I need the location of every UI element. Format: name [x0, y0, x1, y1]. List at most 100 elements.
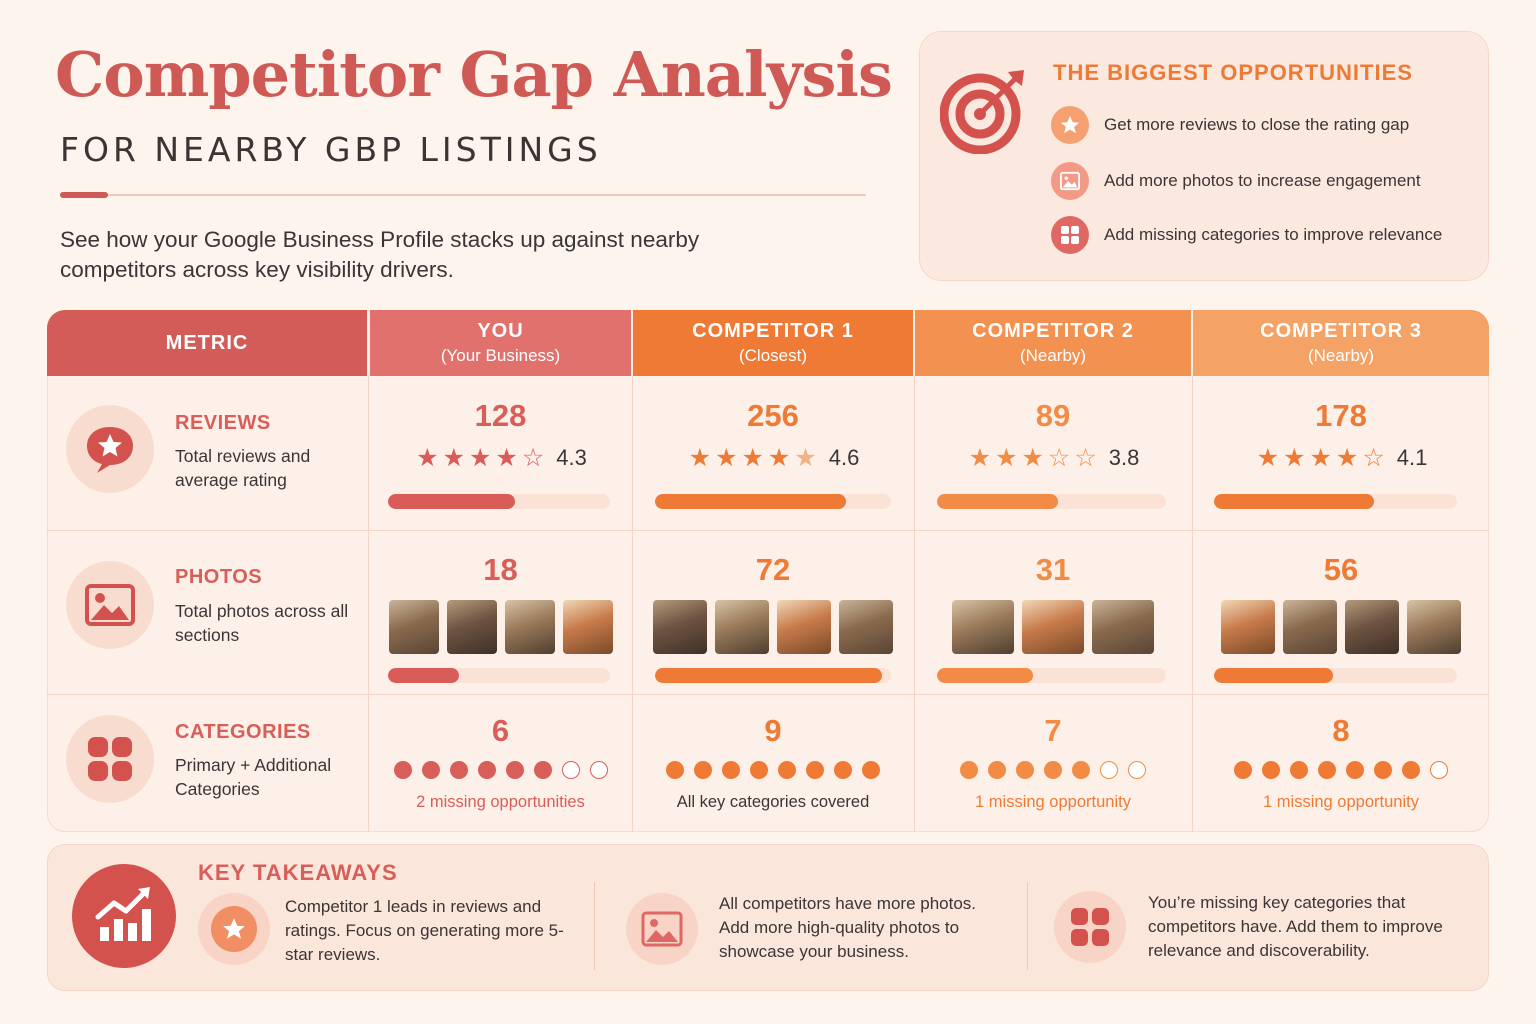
category-dot-filled	[1290, 761, 1308, 779]
review-progress-fill	[388, 494, 515, 509]
metric-name-categories: CATEGORIES	[175, 721, 311, 743]
photo-thumbnail	[1283, 600, 1337, 654]
metric-name-photos: PHOTOS	[175, 566, 263, 588]
opportunities-title: THE BIGGEST OPPORTUNITIES	[1053, 60, 1413, 85]
category-dot-filled	[1402, 761, 1420, 779]
star-icon: ★	[688, 443, 712, 472]
category-dots	[1193, 761, 1489, 779]
star-icon: ★	[1283, 443, 1306, 472]
star-icon: ☆	[521, 443, 545, 472]
column-divider	[914, 376, 915, 832]
category-note: All key categories covered	[676, 793, 870, 811]
page-title: Competitor Gap Analysis	[55, 38, 893, 111]
grid-icon	[1051, 216, 1089, 254]
star-rating: ★ ★ ★ ★ ☆ 4.3	[370, 445, 631, 471]
star-icon: ★	[1021, 443, 1044, 472]
star-icon: ★	[968, 443, 992, 472]
photo-count: 56	[1323, 552, 1359, 587]
metric-desc-photos: Total photos across all sections	[175, 601, 349, 645]
photo-progress-fill	[388, 668, 460, 683]
category-dot-filled	[449, 761, 468, 779]
category-dot-empty	[1100, 761, 1118, 779]
photo-thumbnails	[1193, 600, 1489, 654]
category-count: 7	[1044, 713, 1062, 748]
review-count: 128	[474, 398, 527, 433]
star-icon: ★	[715, 443, 738, 472]
row-divider	[47, 694, 1489, 695]
star-icon: ★	[495, 443, 518, 472]
image-icon	[626, 893, 698, 965]
header-competitor-1: COMPETITOR 1 (Closest)	[633, 310, 913, 376]
photo-thumbnail	[839, 600, 893, 654]
star-icon: ★	[1335, 443, 1359, 472]
photo-progress-bar	[655, 668, 891, 683]
rating-value: 4.3	[556, 445, 587, 470]
category-dot-filled	[533, 761, 552, 779]
growth-chart-icon	[72, 864, 176, 968]
grid-icon	[66, 715, 154, 803]
category-count: 6	[491, 713, 510, 748]
photo-thumbnails	[370, 600, 631, 654]
photo-progress-fill	[937, 668, 1034, 683]
category-dot-filled	[694, 761, 712, 779]
divider	[60, 194, 866, 196]
photo-thumbnails	[915, 600, 1191, 654]
photo-thumbnail	[504, 600, 555, 654]
review-progress-bar	[937, 494, 1166, 509]
category-dot-filled	[960, 761, 978, 779]
category-dot-filled	[1346, 761, 1364, 779]
category-dot-filled	[393, 761, 412, 779]
photo-count: 72	[755, 552, 791, 587]
image-icon	[66, 561, 154, 649]
star-rating: ★ ★ ★ ★ ☆ 4.1	[1193, 445, 1489, 471]
star-icon: ☆	[1047, 443, 1071, 472]
category-count: 8	[1332, 713, 1350, 748]
grid-icon	[1054, 891, 1126, 963]
star-icon: ★	[1256, 443, 1280, 472]
star-icon	[1051, 106, 1089, 144]
rating-value: 3.8	[1108, 445, 1140, 470]
star-rating: ★ ★ ★ ★ ★ 4.6	[633, 445, 913, 471]
category-note: 1 missing opportunity	[1263, 793, 1419, 811]
category-dot-filled	[862, 761, 880, 779]
category-dots	[633, 761, 913, 779]
category-dot-empty	[589, 761, 608, 779]
takeaway-text: You’re missing key categories that compe…	[1148, 893, 1443, 960]
takeaway-text: All competitors have more photos. Add mo…	[719, 894, 977, 961]
photo-thumbnail	[1022, 600, 1084, 654]
key-takeaways-card	[47, 844, 1489, 991]
star-icon: ☆	[1362, 443, 1385, 472]
opportunity-item: Get more reviews to close the rating gap	[1051, 105, 1409, 145]
star-icon: ★	[741, 443, 764, 472]
photo-thumbnail	[653, 600, 707, 654]
photo-thumbnail	[562, 600, 613, 654]
category-dot-filled	[834, 761, 852, 779]
star-icon: ★	[767, 443, 791, 472]
row-divider	[47, 530, 1489, 531]
photo-thumbnail	[1221, 600, 1275, 654]
category-dot-filled	[806, 761, 824, 779]
header-competitor-3: COMPETITOR 3 (Nearby)	[1193, 310, 1489, 376]
category-dots	[915, 761, 1191, 779]
column-divider	[632, 376, 633, 832]
star-icon: ☆	[1074, 443, 1097, 472]
photo-count: 31	[1035, 552, 1071, 587]
category-dot-filled	[421, 761, 440, 779]
category-dot-filled	[1072, 761, 1090, 779]
rating-value: 4.1	[1396, 445, 1428, 470]
photo-progress-bar	[1214, 668, 1457, 683]
opportunity-text: Add more photos to increase engagement	[1104, 171, 1421, 190]
category-note: 1 missing opportunity	[975, 793, 1131, 811]
category-dots	[370, 761, 631, 779]
photo-progress-bar	[388, 668, 610, 683]
category-count: 9	[764, 713, 782, 748]
metric-desc-categories: Primary + Additional Categories	[175, 755, 332, 799]
category-dot-filled	[1016, 761, 1034, 779]
category-dot-filled	[1318, 761, 1336, 779]
star-icon: ★	[442, 443, 465, 472]
category-dot-empty	[1430, 761, 1448, 779]
review-progress-bar	[655, 494, 891, 509]
review-progress-bar	[388, 494, 610, 509]
star-icon: ★	[1309, 443, 1332, 472]
category-dot-filled	[1374, 761, 1392, 779]
